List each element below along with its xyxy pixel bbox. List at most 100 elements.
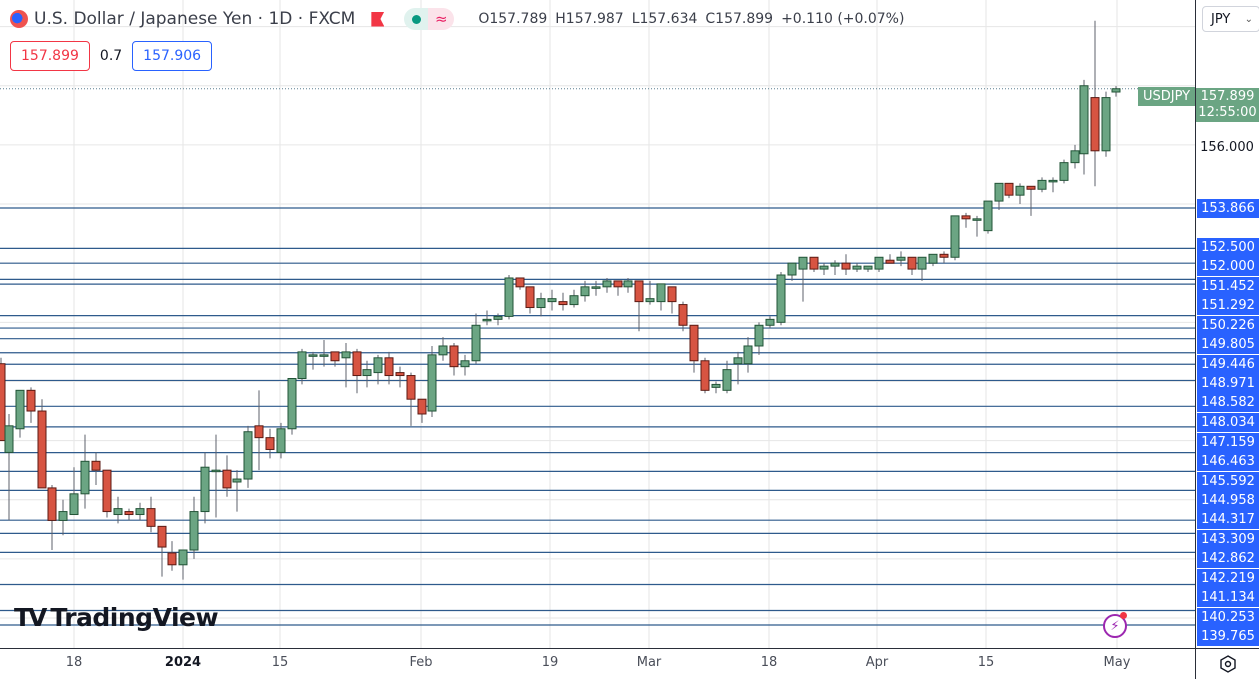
us-jp-flag-icon: [10, 10, 28, 28]
level-price-label: 142.862: [1197, 549, 1259, 568]
candle-up: [983, 200, 993, 234]
market-status-pill[interactable]: ≈: [404, 8, 455, 30]
candle-down: [167, 541, 177, 571]
time-tick-label: Feb: [409, 655, 433, 670]
lightning-alert-icon[interactable]: ⚡: [1103, 614, 1127, 638]
candle-down: [558, 292, 568, 311]
candle-down: [613, 280, 623, 296]
candle-up: [1101, 91, 1111, 157]
time-tick-label: 18: [760, 655, 778, 670]
candle-down: [265, 428, 275, 459]
buy-button[interactable]: 157.906: [132, 41, 213, 71]
candle-down: [525, 286, 535, 314]
candle-up: [852, 263, 862, 273]
ohlc-close: C157.899: [705, 11, 774, 27]
currency-select[interactable]: JPY ⌄: [1202, 6, 1259, 32]
trade-quote-row: 157.899 0.7 157.906: [10, 41, 213, 71]
grid-price-label: 156.000: [1200, 140, 1254, 155]
candle-up: [1048, 177, 1058, 193]
candle-down: [91, 452, 101, 485]
ohlc-open: O157.789: [478, 11, 548, 27]
candle-up: [113, 496, 123, 524]
candle-up: [1111, 86, 1121, 97]
candle-up: [776, 272, 786, 326]
candle-down: [1090, 20, 1100, 187]
candle-down: [678, 301, 688, 332]
level-price-label: 146.463: [1197, 452, 1259, 471]
candle-up: [569, 289, 579, 308]
market-open-dot-icon: [404, 8, 429, 30]
candle-down: [515, 277, 525, 290]
candle-up: [341, 343, 351, 388]
candle-up: [319, 340, 329, 367]
symbol-legend: U.S. Dollar / Japanese Yen · 1D · FXCM ≈…: [10, 8, 904, 30]
ohlc-low: L157.634: [631, 11, 698, 27]
candle-down: [102, 469, 112, 518]
level-price-label: 140.253: [1197, 608, 1259, 627]
candle-up: [493, 313, 503, 326]
candle-down: [406, 372, 416, 426]
candle-down: [449, 343, 459, 376]
candle-up: [994, 182, 1004, 210]
candle-up: [602, 277, 612, 293]
tradingview-wordmark: TradingView: [50, 603, 219, 632]
candle-down: [395, 366, 405, 388]
gear-hexagon-icon: [1220, 655, 1236, 673]
level-price-label: 149.446: [1197, 355, 1259, 374]
candle-up: [722, 360, 732, 394]
level-price-label: 152.500: [1197, 238, 1259, 257]
red-flag-icon[interactable]: [371, 11, 385, 27]
symbol-title[interactable]: U.S. Dollar / Japanese Yen · 1D · FXCM: [34, 9, 356, 29]
candle-down: [26, 387, 36, 423]
currency-label: JPY: [1211, 11, 1231, 27]
candle-up: [189, 496, 199, 559]
candle-up: [460, 354, 470, 376]
delayed-wave-icon: ≈: [428, 8, 455, 30]
tradingview-logo[interactable]: TV TradingView: [14, 603, 219, 632]
level-price-label: 144.317: [1197, 510, 1259, 529]
candle-up: [297, 348, 307, 385]
price-axis[interactable]: JPY ⌄ 157.899 12:55:00 156.000 153.866 15…: [1195, 0, 1259, 648]
candle-up: [287, 378, 297, 435]
tradingview-mark-icon: TV: [14, 603, 47, 632]
candle-up: [645, 280, 655, 305]
candle-up: [547, 289, 557, 311]
sell-button[interactable]: 157.899: [10, 41, 90, 71]
candle-down: [907, 256, 917, 276]
candle-down: [0, 357, 6, 442]
spread-value: 0.7: [99, 48, 123, 64]
candle-up: [178, 549, 188, 580]
candle-down: [700, 357, 710, 394]
settings-corner[interactable]: [1195, 648, 1259, 679]
level-price-label: 141.134: [1197, 588, 1259, 607]
candle-up: [580, 280, 590, 302]
chart-pane[interactable]: U.S. Dollar / Japanese Yen · 1D · FXCM ≈…: [0, 0, 1196, 648]
candle-up: [471, 313, 481, 364]
candle-up: [276, 422, 286, 459]
candle-up: [1079, 79, 1089, 175]
time-tick-label: Mar: [636, 655, 662, 670]
candle-up: [232, 470, 242, 512]
candle-up: [211, 434, 221, 518]
candlestick-chart[interactable]: [0, 0, 1195, 648]
level-price-label: 148.582: [1197, 393, 1259, 412]
candle-down: [157, 525, 167, 577]
candle-up: [200, 452, 210, 524]
candle-down: [384, 351, 394, 385]
candle-up: [950, 215, 960, 261]
candle-up: [711, 381, 721, 394]
candle-up: [427, 345, 437, 417]
candle-up: [438, 337, 448, 361]
candle-down: [634, 280, 644, 332]
current-price: 157.899: [1200, 89, 1255, 104]
candle-down: [885, 254, 895, 264]
candle-up: [863, 265, 873, 273]
candle-down: [254, 390, 264, 471]
candle-up: [1070, 144, 1080, 169]
candle-up: [917, 256, 927, 281]
level-price-label: 150.226: [1197, 316, 1259, 335]
time-axis[interactable]: 18 2024 15 Feb 19 Mar 18 Apr 15 May: [0, 648, 1195, 679]
candle-up: [58, 499, 68, 536]
candle-up: [536, 292, 546, 317]
candle-up: [135, 502, 145, 521]
